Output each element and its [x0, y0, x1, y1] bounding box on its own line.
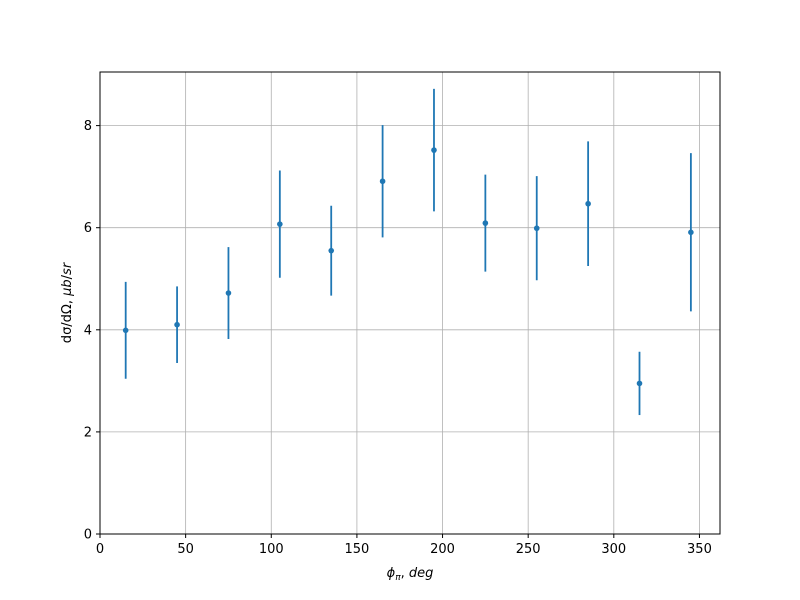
data-point: [431, 147, 437, 153]
y-tick-label: 8: [84, 119, 92, 134]
y-axis: 0 2 4 6 8: [84, 119, 100, 543]
x-tick-label: 150: [344, 542, 369, 557]
x-tick-label: 250: [516, 542, 541, 557]
x-tick-label: 200: [430, 542, 455, 557]
x-tick-label: 100: [259, 542, 284, 557]
data-point: [277, 221, 283, 227]
x-tick-label: 300: [601, 542, 626, 557]
y-tick-label: 2: [84, 425, 92, 440]
x-tick-label: 0: [96, 542, 104, 557]
x-axis-label: ϕπ, deg: [387, 566, 434, 583]
data-point: [122, 327, 129, 334]
data-point: [225, 290, 232, 296]
data-point: [482, 220, 489, 226]
data-point: [379, 178, 386, 185]
y-axis-label: dσ/dΩ, μb/sr: [60, 261, 75, 343]
x-tick-label: 350: [687, 542, 712, 557]
x-tick-label: 50: [177, 542, 194, 557]
data-point: [585, 200, 591, 207]
y-tick-label: 6: [84, 221, 92, 236]
data-point: [533, 225, 540, 232]
data-series: [122, 88, 694, 416]
plot-frame: [99, 71, 721, 535]
y-tick-label: 0: [84, 528, 92, 543]
y-tick-label: 4: [84, 323, 92, 338]
data-point: [328, 247, 335, 254]
data-point: [636, 380, 643, 387]
x-axis: 0 50 100 150 200 250 300 350: [96, 534, 712, 557]
grid: [99, 72, 720, 535]
data-point: [174, 321, 180, 328]
data-point: [688, 229, 694, 236]
